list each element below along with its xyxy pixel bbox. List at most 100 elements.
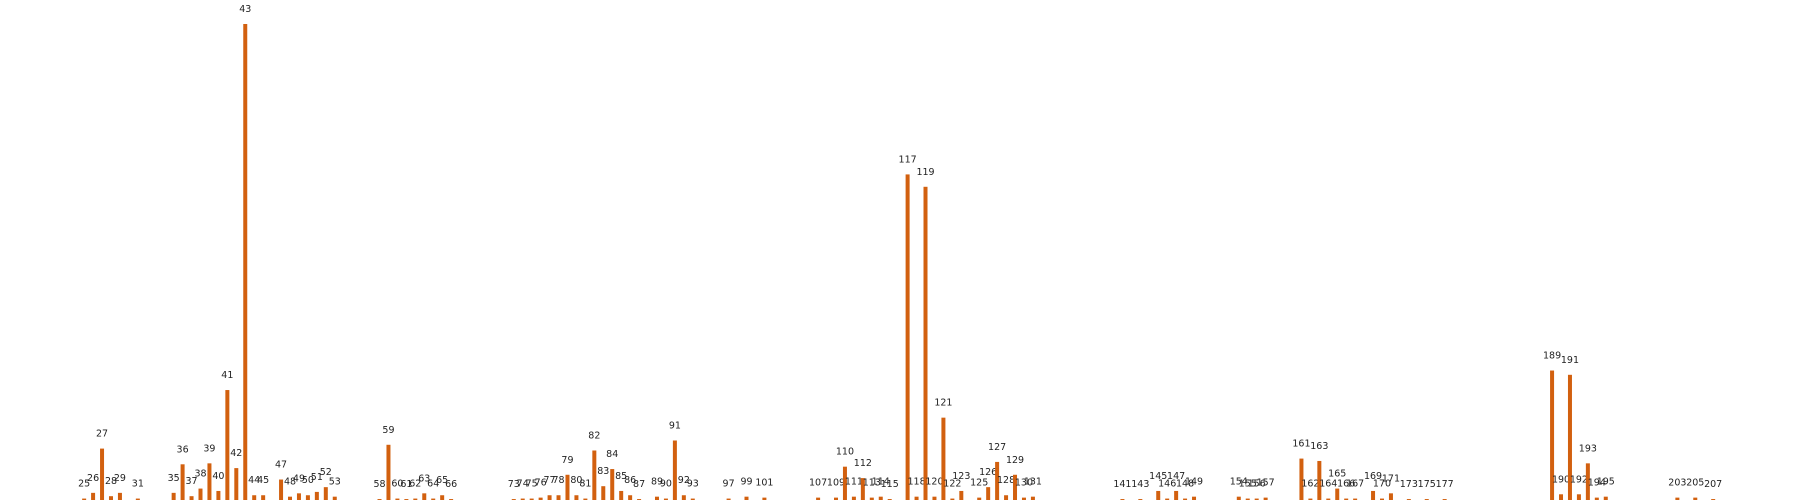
bar [1388,493,1393,500]
bar [207,463,212,500]
bar [977,497,982,500]
bar [565,474,570,500]
bar-label: 77 [544,475,556,486]
bar [834,497,839,500]
bar [1192,496,1197,500]
bar-label: 62 [409,479,421,490]
bar [878,496,883,500]
bar-label: 117 [899,154,917,165]
bar-label: 48 [284,477,296,488]
bar [261,495,266,500]
bar [959,490,964,500]
bar [1576,494,1581,500]
bar [1550,370,1555,500]
bar [986,487,991,500]
bar-label: 53 [329,477,341,488]
bar [305,495,310,500]
bar-label: 75 [526,479,538,490]
bar-label: 131 [1024,477,1042,488]
bar [135,498,140,500]
bar-label: 171 [1382,473,1400,484]
bar-label: 41 [221,370,233,381]
bar-label: 122 [943,479,961,490]
bar [1245,498,1250,500]
bar [386,444,391,500]
bar [1567,374,1572,500]
bar-label: 93 [687,479,699,490]
bar [842,466,847,500]
bar [314,491,319,500]
bar [1299,458,1304,500]
bar-label: 161 [1292,439,1310,450]
bar [583,498,588,500]
bar [1254,498,1259,500]
bar-label: 25 [78,479,90,490]
bar [1263,497,1268,500]
bar-label: 177 [1436,479,1454,490]
bar [1693,497,1698,500]
bar-label: 82 [588,430,600,441]
bar-label: 29 [114,473,126,484]
bar-label: 84 [606,449,618,460]
bar-label: 36 [177,444,189,455]
bar-label: 52 [320,467,332,478]
bar [923,186,928,500]
bar [726,498,731,500]
bar-label: 66 [445,479,457,490]
bar [1236,496,1241,500]
bar-label: 109 [827,478,845,489]
bar [574,495,579,500]
bar [108,496,113,500]
bar-label: 63 [418,473,430,484]
bar-label: 50 [302,475,314,486]
bar [860,478,865,500]
bar-label: 147 [1167,471,1185,482]
bar-label: 166 [1337,479,1355,490]
bar-label: 170 [1373,479,1391,490]
bar [941,417,946,500]
bar [1675,497,1680,500]
bar-label: 97 [723,479,735,490]
bar-label: 61 [400,479,412,490]
bar [1317,460,1322,500]
bar-label: 145 [1149,471,1167,482]
bar-label: 89 [651,477,663,488]
bar-label: 111 [845,477,863,488]
bar-label: 165 [1328,469,1346,480]
bar-label: 38 [194,469,206,480]
bar-label: 44 [248,475,260,486]
bar-label: 175 [1418,479,1436,490]
bar-label: 162 [1301,479,1319,490]
bar-label: 85 [615,471,627,482]
bar [1183,498,1188,500]
bar-label: 80 [570,475,582,486]
bar [216,490,221,500]
bar-label: 28 [105,476,117,487]
bar-label: 146 [1158,479,1176,490]
bar [869,497,874,500]
bar-label: 126 [979,467,997,478]
bar-label: 79 [561,455,573,466]
bar [1585,463,1590,500]
bar-label: 45 [257,475,269,486]
bar-label: 164 [1319,479,1337,490]
bar-label: 123 [952,471,970,482]
bar-label: 112 [854,458,872,469]
bar-label: 163 [1310,441,1328,452]
bar-label: 148 [1176,479,1194,490]
bar [1353,498,1358,500]
bar-label: 128 [997,475,1015,486]
bar-label: 141 [1113,479,1131,490]
bar-label: 39 [203,443,215,454]
bar [1379,498,1384,500]
bar-label: 115 [881,479,899,490]
bar-label: 73 [508,479,520,490]
bar [198,488,203,500]
bar-label: 31 [132,479,144,490]
bar-label: 37 [185,476,197,487]
bar-label: 49 [293,473,305,484]
bar [252,495,257,500]
bar-label: 193 [1579,443,1597,454]
bar-label: 205 [1686,478,1704,489]
